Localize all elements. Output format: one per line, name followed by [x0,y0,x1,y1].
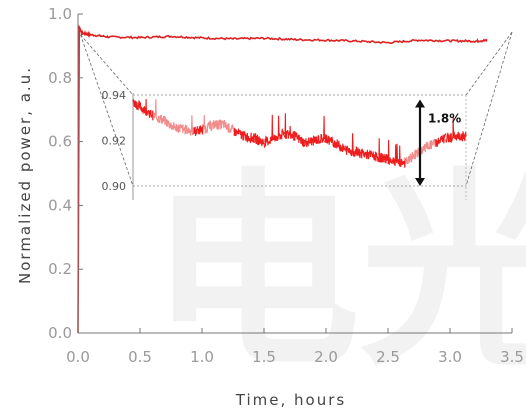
inset-series-line [253,132,265,147]
inset-series-line [213,119,225,131]
inset-series-line [223,120,235,134]
axes [77,13,513,334]
inset-series-line [182,115,195,136]
range-arrow-head-up [415,99,425,108]
zoom-guide-line [80,34,134,96]
inset-series-line [425,139,437,150]
inset-series-line [394,143,406,168]
zoom-guide-line [465,31,513,96]
watermark-text: 电光 [150,150,526,395]
x-tick-label: 2.5 [376,348,400,366]
y-tick-label: 0.2 [48,260,72,278]
y-tick-label: 1.0 [48,5,72,23]
inset-series-line [172,121,185,134]
inset-series-line [273,115,285,142]
inset-series-line [364,149,376,161]
y-axis-label: Normalized power, a.u. [16,66,34,284]
inset-series-line [283,113,296,141]
zoom-guide-line [465,32,513,187]
inset-series-line [374,138,386,163]
inset-series-line [152,99,164,124]
inset-series-line [344,133,356,158]
inset-series-line [142,98,154,121]
inset-series-line [263,114,275,148]
inset-y-tick-label: 0.90 [102,180,127,193]
inset-series-line [435,133,447,147]
x-tick-label: 3.0 [438,348,462,366]
x-tick-label: 1.5 [252,348,276,366]
zoom-guide-line [80,34,134,187]
x-tick-label: 2.0 [314,348,338,366]
x-axis-label: Time, hours [235,391,346,409]
inset-zoom-guides [80,31,513,187]
inset-series-line [445,117,457,144]
inset-y-tick-label: 0.92 [102,135,127,148]
inset-series-line [354,145,366,159]
inset-series-line [293,131,306,147]
inset-series-line [314,115,326,145]
inset-y-tick-label: 0.94 [102,89,127,102]
x-tick-label: 0.5 [128,348,152,366]
inset-series-line [455,131,467,143]
y-tick-label: 0.6 [48,133,72,151]
range-annotation: 1.8% [428,112,461,126]
inset-series-line [192,123,205,137]
inset-series-line [203,114,215,135]
y-tick-labels: 0.0 0.2 0.4 0.6 0.8 1.0 [48,5,72,342]
inset-series-line [243,131,255,144]
inset-series-line [384,139,396,166]
main-series [77,24,488,334]
inset-series-line [303,135,316,148]
y-tick-label: 0.0 [48,324,72,342]
inset-series-line [404,150,417,165]
y-tick-label: 0.4 [48,196,72,214]
inset-series-line [132,99,144,114]
inset-plot: 0.94 0.92 0.90 1.8% [102,89,467,200]
range-arrow-head-down [415,178,425,186]
x-tick-labels: 0.0 0.5 1.0 1.5 2.0 2.5 3.0 3.5 [66,348,524,366]
inset-series-line [162,115,174,130]
x-tick-label: 1.0 [190,348,214,366]
inset-series-line [233,127,245,141]
x-tick-label: 0.0 [66,348,90,366]
plot-area: 0.94 0.92 0.90 1.8% 0.0 0.5 1.0 1.5 2.0 2.5 3.0 3.… [48,5,524,366]
x-tick-label: 3.5 [500,348,524,366]
main-series-line [77,24,488,334]
inset-series-line [334,139,346,153]
inset-series-line [324,134,336,148]
y-tick-label: 0.8 [48,69,72,87]
